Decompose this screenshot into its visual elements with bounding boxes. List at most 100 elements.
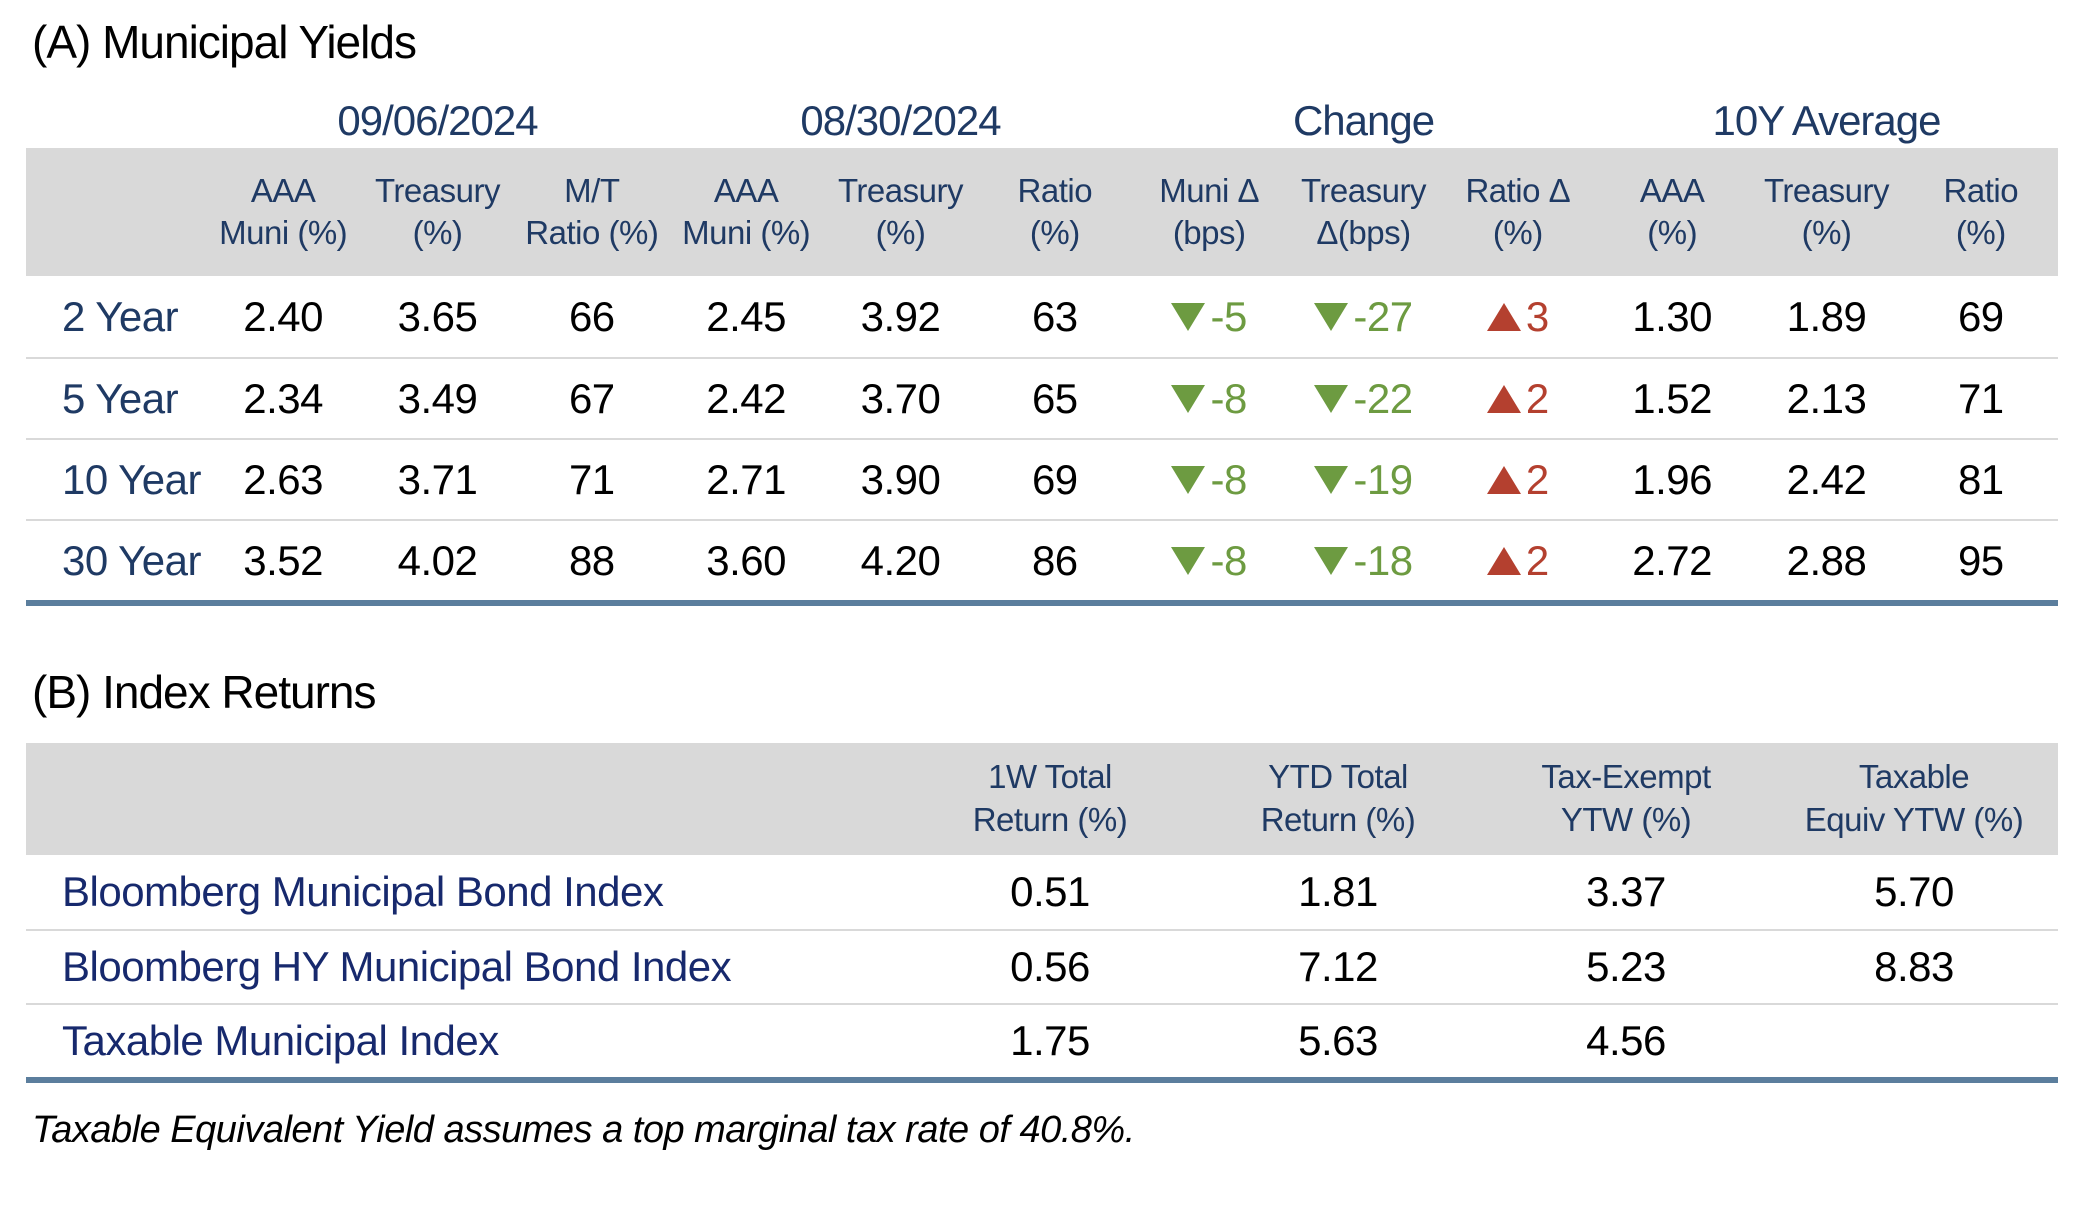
change-triangle-icon — [1314, 302, 1349, 331]
table-a-group-header-row: 09/06/2024 08/30/2024 Change 10Y Average — [26, 92, 2058, 148]
column-header: Treasury (%) — [1749, 148, 1903, 276]
cell-treasury-0906: 3.71 — [397, 455, 478, 503]
header-line: (%) — [1492, 214, 1543, 252]
footnote: Taxable Equivalent Yield assumes a top m… — [32, 1108, 1135, 1151]
column-header: M/T Ratio (%) — [515, 148, 669, 276]
cell-mt-ratio-0906: 66 — [568, 292, 615, 340]
table-row: 2 Year 2.40 3.65 66 2.45 3.92 63 -5 -27 … — [26, 276, 2058, 357]
cell-tax-exempt-ytw: 5.23 — [1586, 942, 1666, 990]
change-triangle-icon — [1171, 384, 1206, 413]
cell-aaa-10y: 2.72 — [1632, 536, 1713, 584]
cell-ratio-change: 2 — [1441, 375, 1595, 423]
header-line: (%) — [1801, 214, 1852, 252]
column-header-spacer — [26, 148, 206, 276]
column-header-ytd-total-return: YTD Total Return (%) — [1194, 743, 1482, 855]
change-value: -18 — [1353, 536, 1413, 584]
cell-ratio-10y: 95 — [1957, 536, 2004, 584]
cell-aaa-10y: 1.52 — [1632, 374, 1713, 422]
cell-aaa-muni-0830: 2.42 — [706, 374, 787, 422]
cell-aaa-muni-0830: 3.60 — [706, 536, 787, 584]
header-line: (bps) — [1172, 214, 1246, 252]
column-header-tax-exempt-ytw: Tax-Exempt YTW (%) — [1482, 743, 1770, 855]
column-header: AAA Muni (%) — [669, 148, 823, 276]
table-a-column-header-row: AAA Muni (%) Treasury (%) M/T Ratio (%) AAA… — [26, 148, 2058, 277]
column-header: Treasury Δ(bps) — [1286, 148, 1440, 276]
change-triangle-icon — [1171, 546, 1206, 575]
change-triangle-icon — [1314, 546, 1349, 575]
cell-1w-total-return: 0.56 — [1010, 942, 1090, 990]
header-line: Δ(bps) — [1316, 214, 1411, 252]
cell-muni-change: -5 — [1132, 293, 1286, 341]
column-header: Treasury (%) — [823, 148, 977, 276]
cell-treasury-change: -22 — [1286, 375, 1440, 423]
cell-ratio-change: 2 — [1441, 537, 1595, 585]
change-value: -8 — [1210, 455, 1247, 503]
header-line: (%) — [1029, 214, 1080, 252]
header-line: Treasury — [1301, 172, 1426, 210]
cell-treasury-0830: 3.90 — [860, 455, 941, 503]
column-header-1w-total-return: 1W Total Return (%) — [906, 743, 1194, 855]
cell-tax-exempt-ytw: 4.56 — [1586, 1016, 1666, 1064]
cell-aaa-muni-0830: 2.45 — [706, 292, 787, 340]
change-triangle-icon — [1314, 465, 1349, 494]
cell-aaa-muni-0906: 2.63 — [243, 455, 324, 503]
cell-treasury-0830: 4.20 — [860, 536, 941, 584]
column-header-spacer — [26, 743, 906, 855]
cell-treasury-10y: 2.42 — [1786, 455, 1867, 503]
header-line: Muni (%) — [219, 214, 348, 252]
change-value: 2 — [1525, 455, 1549, 503]
cell-ratio-10y: 81 — [1957, 455, 2004, 503]
group-header-date-prior: 08/30/2024 — [800, 97, 1001, 145]
header-line: Ratio — [1943, 172, 2019, 210]
header-line: (%) — [1955, 214, 2006, 252]
change-triangle-icon — [1171, 465, 1206, 494]
column-header: AAA (%) — [1595, 148, 1749, 276]
group-header-change: Change — [1292, 97, 1435, 145]
section-a-title: (A) Municipal Yields — [32, 16, 417, 68]
header-line: Muni (%) — [682, 214, 811, 252]
header-line: AAA — [1639, 172, 1705, 210]
column-header: Ratio (%) — [978, 148, 1132, 276]
cell-aaa-10y: 1.96 — [1632, 455, 1713, 503]
section-b-title: (B) Index Returns — [32, 666, 376, 719]
change-value: -22 — [1353, 374, 1413, 422]
row-label: 5 Year — [62, 374, 179, 422]
index-name: Bloomberg Municipal Bond Index — [62, 867, 664, 915]
cell-ratio-10y: 71 — [1957, 374, 2004, 422]
cell-treasury-change: -19 — [1286, 456, 1440, 504]
cell-ratio-0830: 86 — [1031, 536, 1078, 584]
cell-treasury-0906: 3.49 — [397, 374, 478, 422]
header-line: (%) — [875, 214, 926, 252]
table-row: Bloomberg HY Municipal Bond Index 0.56 7… — [26, 928, 2058, 1003]
cell-mt-ratio-0906: 67 — [568, 374, 615, 422]
header-line: Return (%) — [1260, 800, 1416, 838]
change-value: -8 — [1210, 374, 1247, 422]
header-line: Treasury — [1764, 172, 1889, 210]
change-value: -27 — [1353, 292, 1413, 340]
change-value: 2 — [1525, 536, 1549, 584]
cell-muni-change: -8 — [1132, 537, 1286, 585]
header-line: (%) — [412, 214, 463, 252]
cell-treasury-0830: 3.92 — [860, 292, 941, 340]
table-row: Taxable Municipal Index 1.75 5.63 4.56 — [26, 1002, 2058, 1077]
group-header-date-current: 09/06/2024 — [337, 97, 538, 145]
row-label: 30 Year — [62, 536, 202, 584]
column-header: Treasury (%) — [360, 148, 514, 276]
index-name: Taxable Municipal Index — [62, 1016, 499, 1064]
table-row: 5 Year 2.34 3.49 67 2.42 3.70 65 -8 -22 … — [26, 357, 2058, 438]
cell-treasury-10y: 2.13 — [1786, 374, 1867, 422]
header-line: 1W Total — [988, 758, 1112, 796]
cell-mt-ratio-0906: 88 — [568, 536, 615, 584]
column-header: Ratio Δ (%) — [1441, 148, 1595, 276]
cell-mt-ratio-0906: 71 — [568, 455, 615, 503]
change-value: -19 — [1353, 455, 1413, 503]
cell-treasury-0906: 3.65 — [397, 292, 478, 340]
header-line: M/T — [564, 172, 620, 210]
cell-treasury-10y: 1.89 — [1786, 292, 1867, 340]
cell-aaa-muni-0906: 3.52 — [243, 536, 324, 584]
table-row: Bloomberg Municipal Bond Index 0.51 1.81… — [26, 855, 2058, 929]
column-header: Ratio (%) — [1904, 148, 2058, 276]
change-triangle-icon — [1486, 384, 1521, 413]
cell-ratio-10y: 69 — [1957, 292, 2004, 340]
cell-treasury-10y: 2.88 — [1786, 536, 1867, 584]
